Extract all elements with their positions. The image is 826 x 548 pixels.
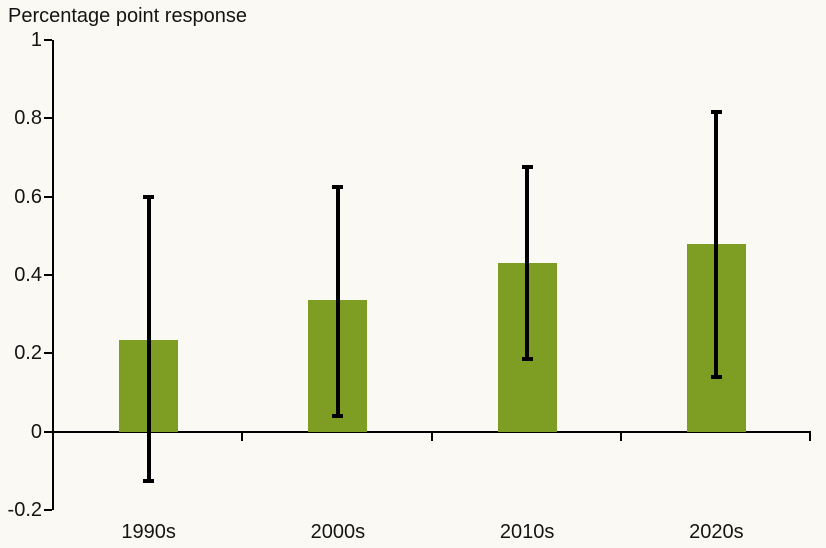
y-tick <box>44 195 52 198</box>
y-tick-label: 1 <box>30 29 42 51</box>
y-tick-label: 0.2 <box>14 342 42 365</box>
y-axis-line <box>52 40 54 510</box>
x-category-label: 1990s <box>121 521 176 543</box>
x-category-label: 2000s <box>310 521 366 543</box>
y-tick <box>44 352 52 355</box>
x-category-label: 2020s <box>689 521 744 543</box>
y-tick-label: 0 <box>30 420 42 443</box>
error-cap-top <box>521 165 533 170</box>
y-tick <box>44 430 52 433</box>
error-cap-bottom <box>521 357 533 362</box>
error-bar <box>146 196 151 481</box>
error-bar <box>525 167 530 360</box>
x-tick <box>619 432 622 441</box>
y-tick-label: 0.8 <box>14 107 42 130</box>
y-tick-label: 0.6 <box>14 185 42 208</box>
y-tick <box>44 509 52 511</box>
x-tick <box>809 432 811 441</box>
error-cap-bottom <box>332 414 344 418</box>
y-tick <box>44 117 52 120</box>
error-bar <box>714 112 719 377</box>
error-cap-top <box>143 194 155 199</box>
x-tick <box>430 432 433 441</box>
y-tick-label: -0.2 <box>7 499 42 521</box>
y-tick <box>44 39 52 41</box>
y-tick-label: 0.4 <box>14 264 42 286</box>
error-bar <box>335 186 340 416</box>
x-category-label: 2010s <box>499 521 555 543</box>
error-cap-bottom <box>710 374 722 379</box>
chart-title: Percentage point response <box>8 5 248 27</box>
error-cap-bottom <box>143 478 155 483</box>
x-tick <box>241 432 244 441</box>
error-cap-top <box>710 110 722 115</box>
error-cap-top <box>332 184 344 189</box>
y-tick <box>44 274 52 276</box>
x-axis-line <box>52 430 811 433</box>
